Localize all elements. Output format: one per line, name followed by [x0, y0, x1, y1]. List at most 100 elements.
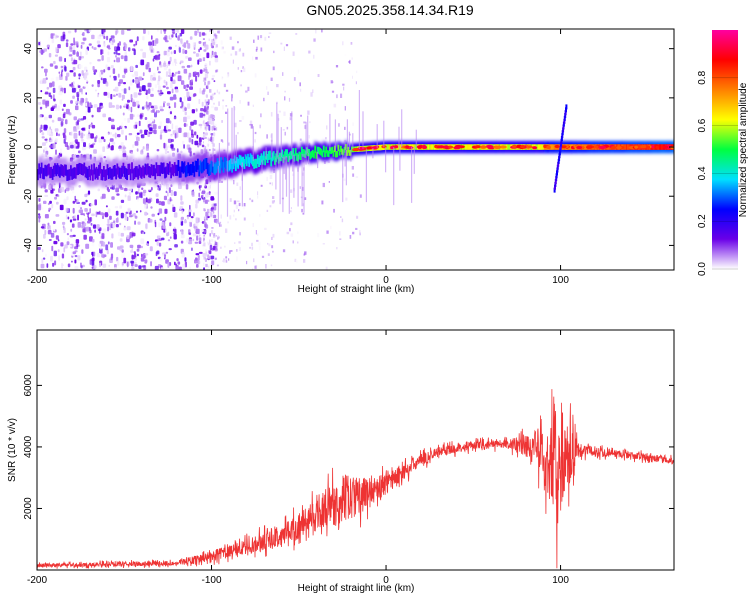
trace-core-cell — [92, 169, 94, 181]
noise-cell — [158, 242, 162, 247]
noise-cell — [159, 64, 163, 68]
noise-cell — [252, 56, 254, 61]
noise-cell — [204, 126, 206, 130]
noise-cell — [172, 130, 177, 135]
noise-cell — [195, 53, 199, 57]
noise-cell — [300, 88, 302, 92]
noise-cell — [77, 255, 81, 261]
spike-cell — [561, 133, 564, 139]
noise-cell — [259, 214, 261, 217]
noise-cell — [252, 268, 254, 270]
noise-cell — [121, 261, 124, 266]
noise-cell — [58, 255, 61, 261]
trace-core-cell — [661, 144, 664, 150]
noise-cell — [208, 124, 211, 131]
noise-cell — [60, 118, 64, 122]
noise-cell — [202, 246, 205, 251]
trace-core-cell — [539, 144, 541, 150]
noise-cell — [317, 74, 320, 77]
trace-core-cell — [132, 169, 135, 181]
noise-cell — [137, 244, 141, 249]
noise-cell — [83, 222, 87, 227]
trace-core-cell — [332, 150, 335, 157]
noise-cell — [140, 150, 144, 155]
noise-cell — [169, 236, 172, 239]
noise-cell — [146, 62, 150, 68]
noise-cell — [131, 74, 136, 77]
noise-cell — [163, 195, 167, 201]
spike-cell — [561, 130, 564, 136]
noise-cell — [189, 221, 192, 227]
noise-cell — [219, 223, 221, 227]
noise-cell — [90, 122, 93, 125]
noise-cell — [199, 87, 202, 94]
noise-cell — [325, 137, 327, 140]
noise-cell — [151, 213, 155, 217]
noise-cell — [279, 76, 282, 79]
noise-cell — [49, 200, 52, 204]
noise-cell — [165, 190, 168, 194]
noise-cell — [117, 231, 121, 237]
noise-cell — [273, 50, 275, 54]
noise-cell — [110, 118, 115, 122]
trace-core-cell — [260, 153, 263, 163]
noise-cell — [205, 107, 209, 111]
noise-cell — [249, 124, 252, 126]
noise-cell — [174, 261, 176, 266]
noise-cell — [74, 29, 77, 33]
trace-core-cell — [52, 165, 55, 177]
trace-core-cell — [117, 166, 120, 178]
trace-peak — [546, 145, 551, 149]
trace-core-cell — [336, 150, 339, 158]
noise-cell — [71, 87, 76, 93]
trace-peak — [616, 146, 622, 150]
streak-cell — [283, 156, 285, 174]
noise-cell — [123, 117, 127, 121]
noise-cell — [78, 64, 83, 69]
noise-cell — [146, 127, 149, 131]
trace-core-cell — [49, 167, 51, 179]
noise-cell — [213, 233, 216, 238]
noise-cell — [184, 261, 187, 268]
noise-cell — [128, 188, 133, 191]
trace-core-cell — [123, 166, 126, 178]
noise-cell — [60, 121, 64, 126]
noise-cell — [73, 215, 77, 220]
trace-core-cell — [303, 149, 306, 157]
noise-cell — [45, 153, 48, 158]
colorbar-label: Normalized spectral amplitude — [738, 82, 749, 217]
noise-cell — [134, 79, 139, 84]
noise-cell — [252, 104, 254, 107]
trace-peak — [417, 145, 422, 149]
noise-cell — [72, 218, 77, 221]
noise-cell — [259, 38, 262, 41]
trace-core-cell — [325, 146, 328, 154]
spike-cell — [560, 136, 563, 141]
noise-cell — [199, 69, 203, 74]
trace-core-cell — [157, 164, 160, 176]
noise-cell — [50, 107, 54, 111]
noise-cell — [141, 106, 145, 110]
noise-cell — [111, 141, 116, 145]
noise-cell — [159, 94, 162, 97]
trace-core-cell — [206, 162, 209, 174]
trace-core-cell — [59, 166, 61, 178]
streak-cell — [285, 156, 288, 197]
noise-cell — [55, 47, 58, 53]
noise-cell — [292, 173, 295, 176]
colorbar-tick-label: 0.2 — [697, 214, 708, 228]
noise-cell — [147, 30, 150, 35]
noise-cell — [225, 105, 228, 107]
noise-cell — [138, 92, 142, 96]
noise-cell — [72, 44, 76, 51]
noise-cell — [83, 234, 87, 240]
noise-cell — [60, 223, 62, 226]
noise-cell — [168, 187, 171, 193]
noise-cell — [207, 143, 210, 147]
noise-cell — [111, 39, 116, 43]
noise-cell — [199, 112, 204, 118]
streak-cell — [282, 156, 284, 213]
trace-core-cell — [79, 163, 82, 175]
noise-cell — [110, 145, 114, 151]
noise-cell — [56, 132, 58, 137]
